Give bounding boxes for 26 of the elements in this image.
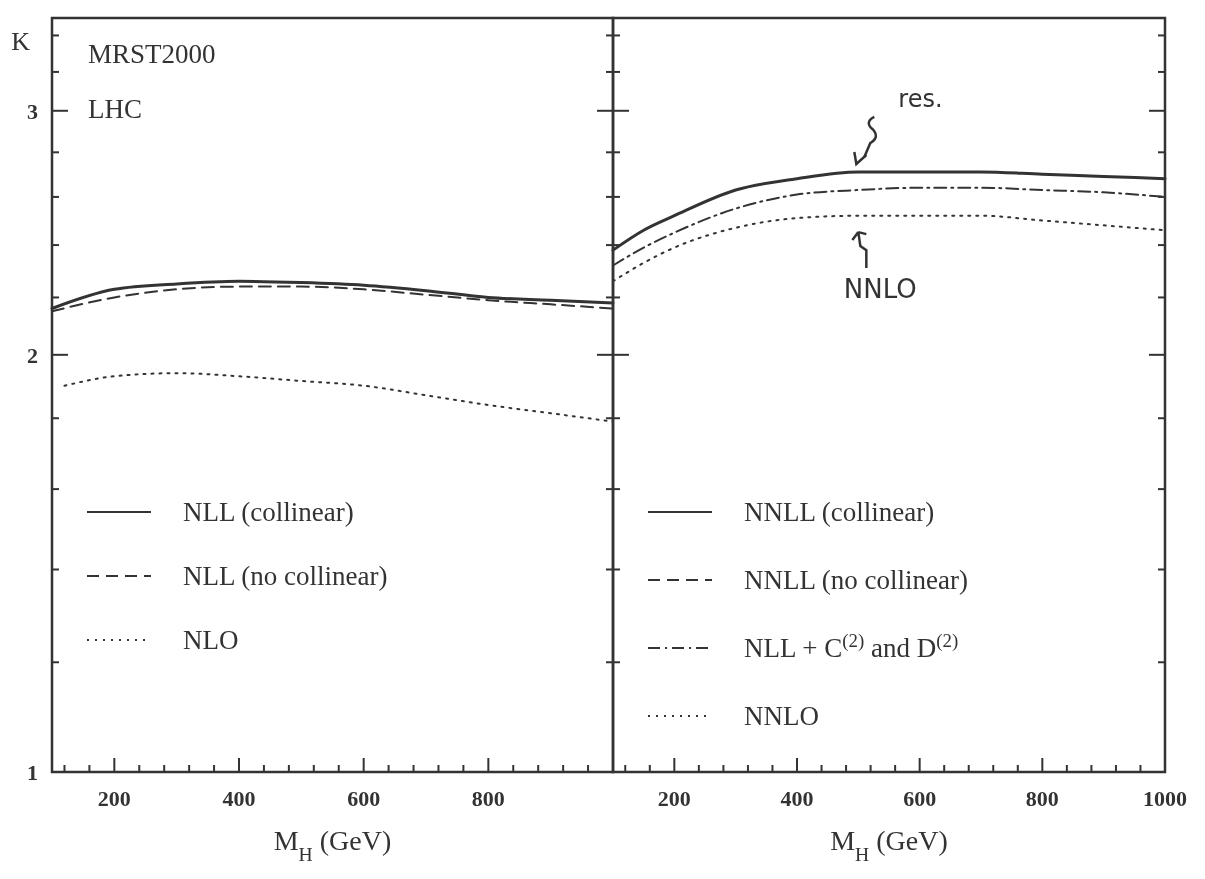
x-tick-label: 600 <box>347 786 381 811</box>
x-tick-label: 1000 <box>1143 786 1187 811</box>
annotation: LHC <box>88 94 142 124</box>
legend-label: NNLL (no collinear) <box>744 565 968 595</box>
x-axis-title: M$_{H}$ (GeV) <box>830 825 948 865</box>
legend-label: NLL (collinear) <box>183 497 354 527</box>
x-tick-label: 400 <box>222 786 256 811</box>
legend-label: NLL + C$^{(2)}$ and D$^{(2)}$ <box>744 629 959 663</box>
x-tick-label: 800 <box>471 786 505 811</box>
legend-label: NLL (no collinear) <box>183 561 388 591</box>
y-tick-label: 1 <box>27 760 38 785</box>
x-tick-label: 200 <box>657 786 691 811</box>
y-tick-label: 2 <box>27 342 38 368</box>
y-tick-label: 3 <box>27 98 38 124</box>
annotation: NNLO <box>843 274 917 305</box>
annotation: MRST2000 <box>88 39 216 69</box>
legend-label: NNLO <box>744 701 819 731</box>
x-tick-label: 200 <box>97 786 131 811</box>
y-axis-title: K <box>11 27 31 56</box>
legend-label: NLO <box>183 625 239 655</box>
legend-label: NNLL (collinear) <box>744 497 935 527</box>
x-tick-label: 400 <box>780 786 814 811</box>
x-tick-label: 600 <box>903 786 937 811</box>
x-tick-label: 800 <box>1025 786 1059 811</box>
annotation: res. <box>898 84 943 113</box>
x-axis-title: M$_{H}$ (GeV) <box>273 825 392 865</box>
